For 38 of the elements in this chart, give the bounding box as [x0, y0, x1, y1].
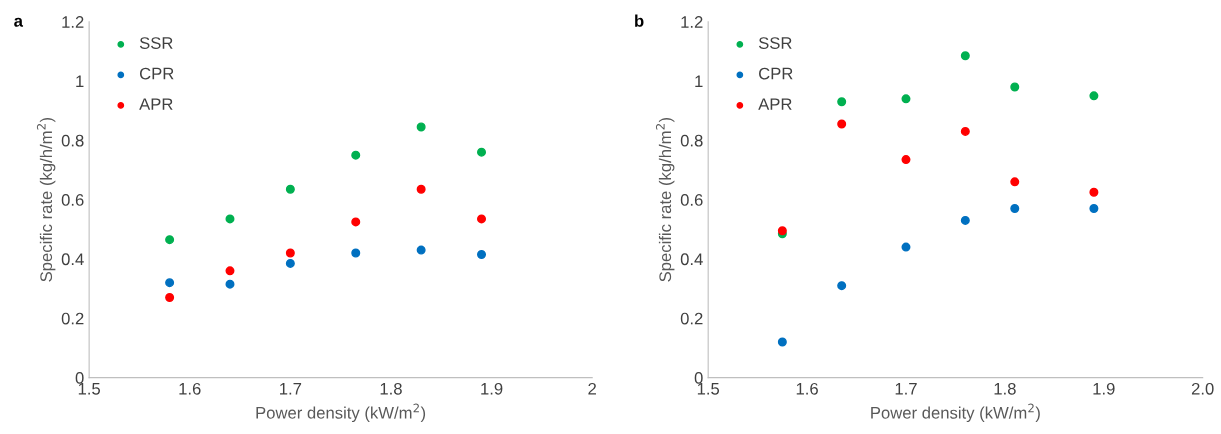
y-tick-label: 1: [695, 75, 703, 88]
y-tick-label: 1.2: [681, 16, 703, 28]
x-tick-label: 2: [588, 382, 596, 395]
x-tick-label: 1.6: [796, 382, 818, 395]
x-tick-label: 1.6: [179, 382, 201, 395]
x-tick-label: 1.9: [1093, 382, 1115, 395]
y-tick-label: 0.4: [61, 253, 84, 266]
x-tick-label: 1.9: [481, 382, 503, 395]
y-axis-title: Specific rate (kg/h/m$^{2}$): [655, 117, 675, 282]
x-tick-label: 1.7: [280, 383, 302, 395]
legend-label: APR: [758, 98, 792, 110]
y-tick-label: 0.4: [680, 253, 703, 266]
x-axis-title: Power density (kW/m$^{2}$): [256, 403, 426, 423]
legend-label: SSR: [758, 37, 792, 49]
y-tick-label: 1: [76, 75, 84, 88]
x-tick-label: 2.0: [1191, 382, 1214, 395]
y-axis-title: Specific rate (kg/h/m$^{2}$): [36, 117, 56, 282]
y-tick-label: 0.8: [680, 134, 703, 147]
x-tick-label: 1.7: [895, 383, 917, 395]
chart-title: a: [14, 17, 24, 27]
y-tick-label: 0: [75, 371, 84, 384]
x-tick-label: 1.8: [994, 382, 1016, 395]
x-tick-label: 1.5: [78, 383, 101, 395]
y-tick-label: 0: [694, 371, 703, 384]
y-tick-label: 1.2: [62, 16, 84, 28]
y-tick-label: 0.6: [680, 194, 703, 206]
legend-label: APR: [139, 98, 173, 110]
y-tick-label: 0.8: [61, 134, 84, 147]
legend-label: CPR: [759, 67, 793, 80]
y-tick-label: 0.2: [61, 312, 84, 325]
y-tick-label: 0.6: [61, 194, 84, 206]
x-tick-label: 1.5: [697, 383, 720, 395]
legend-label: SSR: [139, 37, 173, 49]
legend-label: CPR: [139, 67, 174, 80]
x-tick-label: 1.8: [380, 382, 402, 395]
x-axis-title: Power density (kW/m$^{2}$): [871, 403, 1040, 423]
chart-title: b: [635, 14, 644, 27]
y-tick-label: 0.2: [680, 312, 703, 325]
